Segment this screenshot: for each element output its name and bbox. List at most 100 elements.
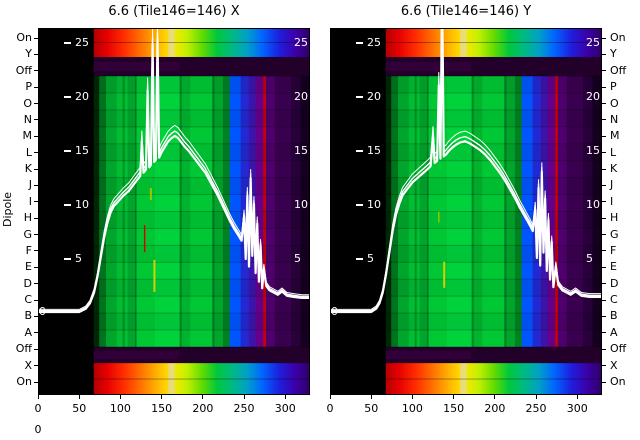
x-tick [119, 395, 121, 399]
x-tick-label: 0 [326, 402, 334, 415]
value-tick-dash [356, 96, 363, 98]
row-tick-right [602, 299, 606, 301]
row-tick-left [34, 86, 38, 88]
value-tick-dash [356, 204, 363, 206]
x-tick [535, 395, 537, 399]
row-tick-left [34, 217, 38, 219]
x-tick-label: 200 [484, 402, 506, 415]
row-tick-right [602, 119, 606, 121]
dipole-row-label-right: K [610, 162, 618, 176]
dipole-row-label-right: F [610, 243, 617, 257]
row-tick-left [34, 250, 38, 252]
dipole-row-label-right: E [610, 260, 617, 274]
row-tick-left [34, 365, 38, 367]
value-tick-label: 25 [75, 36, 89, 49]
row-tick-right [602, 250, 606, 252]
value-tick-label: 25 [367, 36, 381, 49]
value-tick-left: 25 [356, 36, 381, 49]
dipole-row-label-left: K [24, 162, 32, 176]
dipole-row-label-right: N [610, 112, 619, 126]
value-zero-label: 0 [39, 305, 46, 318]
dipole-row-label-right: M [610, 129, 620, 143]
row-tick-right [602, 266, 606, 268]
heatmap-panel-y [330, 28, 602, 395]
stray-tick-label: 0 [34, 423, 42, 436]
dipole-row-label-right: P [610, 80, 617, 94]
dipole-row-label-right: C [610, 293, 618, 307]
value-tick-dash [356, 258, 363, 260]
x-tick-label: 300 [274, 402, 296, 415]
dipole-row-label-left: L [25, 145, 32, 159]
value-tick-left: 25 [64, 36, 89, 49]
row-tick-right [602, 234, 606, 236]
row-tick-right [602, 70, 606, 72]
row-tick-right [602, 168, 606, 170]
row-tick-left [34, 348, 38, 350]
row-tick-left [34, 315, 38, 317]
dipole-row-label-left: On [16, 31, 32, 44]
dipole-row-label-right: O [610, 96, 619, 110]
dipole-row-label-left: O [23, 96, 32, 110]
row-tick-right [602, 135, 606, 137]
value-tick-dash [64, 96, 71, 98]
heatmap-panel-x [38, 28, 310, 395]
value-tick-label: 5 [367, 252, 374, 265]
x-tick-label: 0 [34, 402, 42, 415]
x-tick [202, 395, 204, 399]
heatmap-canvas-y [330, 28, 602, 395]
dipole-row-label-left: G [23, 227, 32, 241]
value-tick-left: 20 [356, 90, 381, 103]
x-tick-label: 50 [364, 402, 379, 415]
dipole-row-label-right: Off [610, 342, 627, 356]
dipole-row-label-left: D [23, 276, 32, 290]
value-tick-label: 5 [75, 252, 82, 265]
value-tick-label: 20 [367, 90, 381, 103]
row-tick-right [602, 283, 606, 285]
x-tick-label: 50 [72, 402, 87, 415]
value-tick-left: 10 [356, 198, 381, 211]
dipole-row-label-left: Off [15, 63, 32, 77]
value-tick-dash [64, 42, 71, 44]
row-tick-left [34, 201, 38, 203]
dipole-row-label-left: H [23, 211, 32, 225]
dipole-row-label-left: N [23, 112, 32, 126]
x-tick-label: 250 [233, 402, 255, 415]
x-tick-label: 200 [192, 402, 214, 415]
value-tick-right: 10 [586, 198, 600, 211]
value-tick-dash [64, 204, 71, 206]
x-tick [453, 395, 455, 399]
row-tick-right [602, 315, 606, 317]
dipole-row-label-right: A [610, 325, 618, 339]
value-tick-right: 15 [294, 144, 308, 157]
row-tick-left [34, 283, 38, 285]
dipole-row-label-left: On [16, 375, 32, 388]
row-tick-right [602, 381, 606, 383]
dipole-row-label-left: P [25, 80, 32, 94]
value-tick-right: 25 [586, 36, 600, 49]
x-tick [78, 395, 80, 399]
x-tick-label: 250 [525, 402, 547, 415]
dipole-row-label-left: C [24, 293, 32, 307]
value-tick-label: 10 [367, 198, 381, 211]
x-tick [411, 395, 413, 399]
value-tick-right: 15 [586, 144, 600, 157]
value-tick-right: 20 [586, 90, 600, 103]
dipole-row-label-left: B [24, 309, 32, 323]
value-tick-left: 10 [64, 198, 89, 211]
row-tick-left [34, 381, 38, 383]
dipole-row-label-left: E [25, 260, 32, 274]
row-tick-left [34, 266, 38, 268]
dipole-row-label-right: Off [610, 63, 627, 77]
row-tick-right [602, 86, 606, 88]
dipole-row-label-left: I [28, 194, 32, 208]
panel-title-y: 6.6 (Tile146=146) Y [400, 4, 532, 19]
dipole-row-label-right: X [610, 358, 618, 372]
row-tick-left [34, 37, 38, 39]
row-tick-left [34, 53, 38, 55]
value-tick-dash [64, 258, 71, 260]
x-tick [329, 395, 331, 399]
panel-title-x: 6.6 (Tile146=146) X [108, 4, 240, 19]
dipole-row-label-right: H [610, 211, 619, 225]
value-tick-label: 10 [75, 198, 89, 211]
